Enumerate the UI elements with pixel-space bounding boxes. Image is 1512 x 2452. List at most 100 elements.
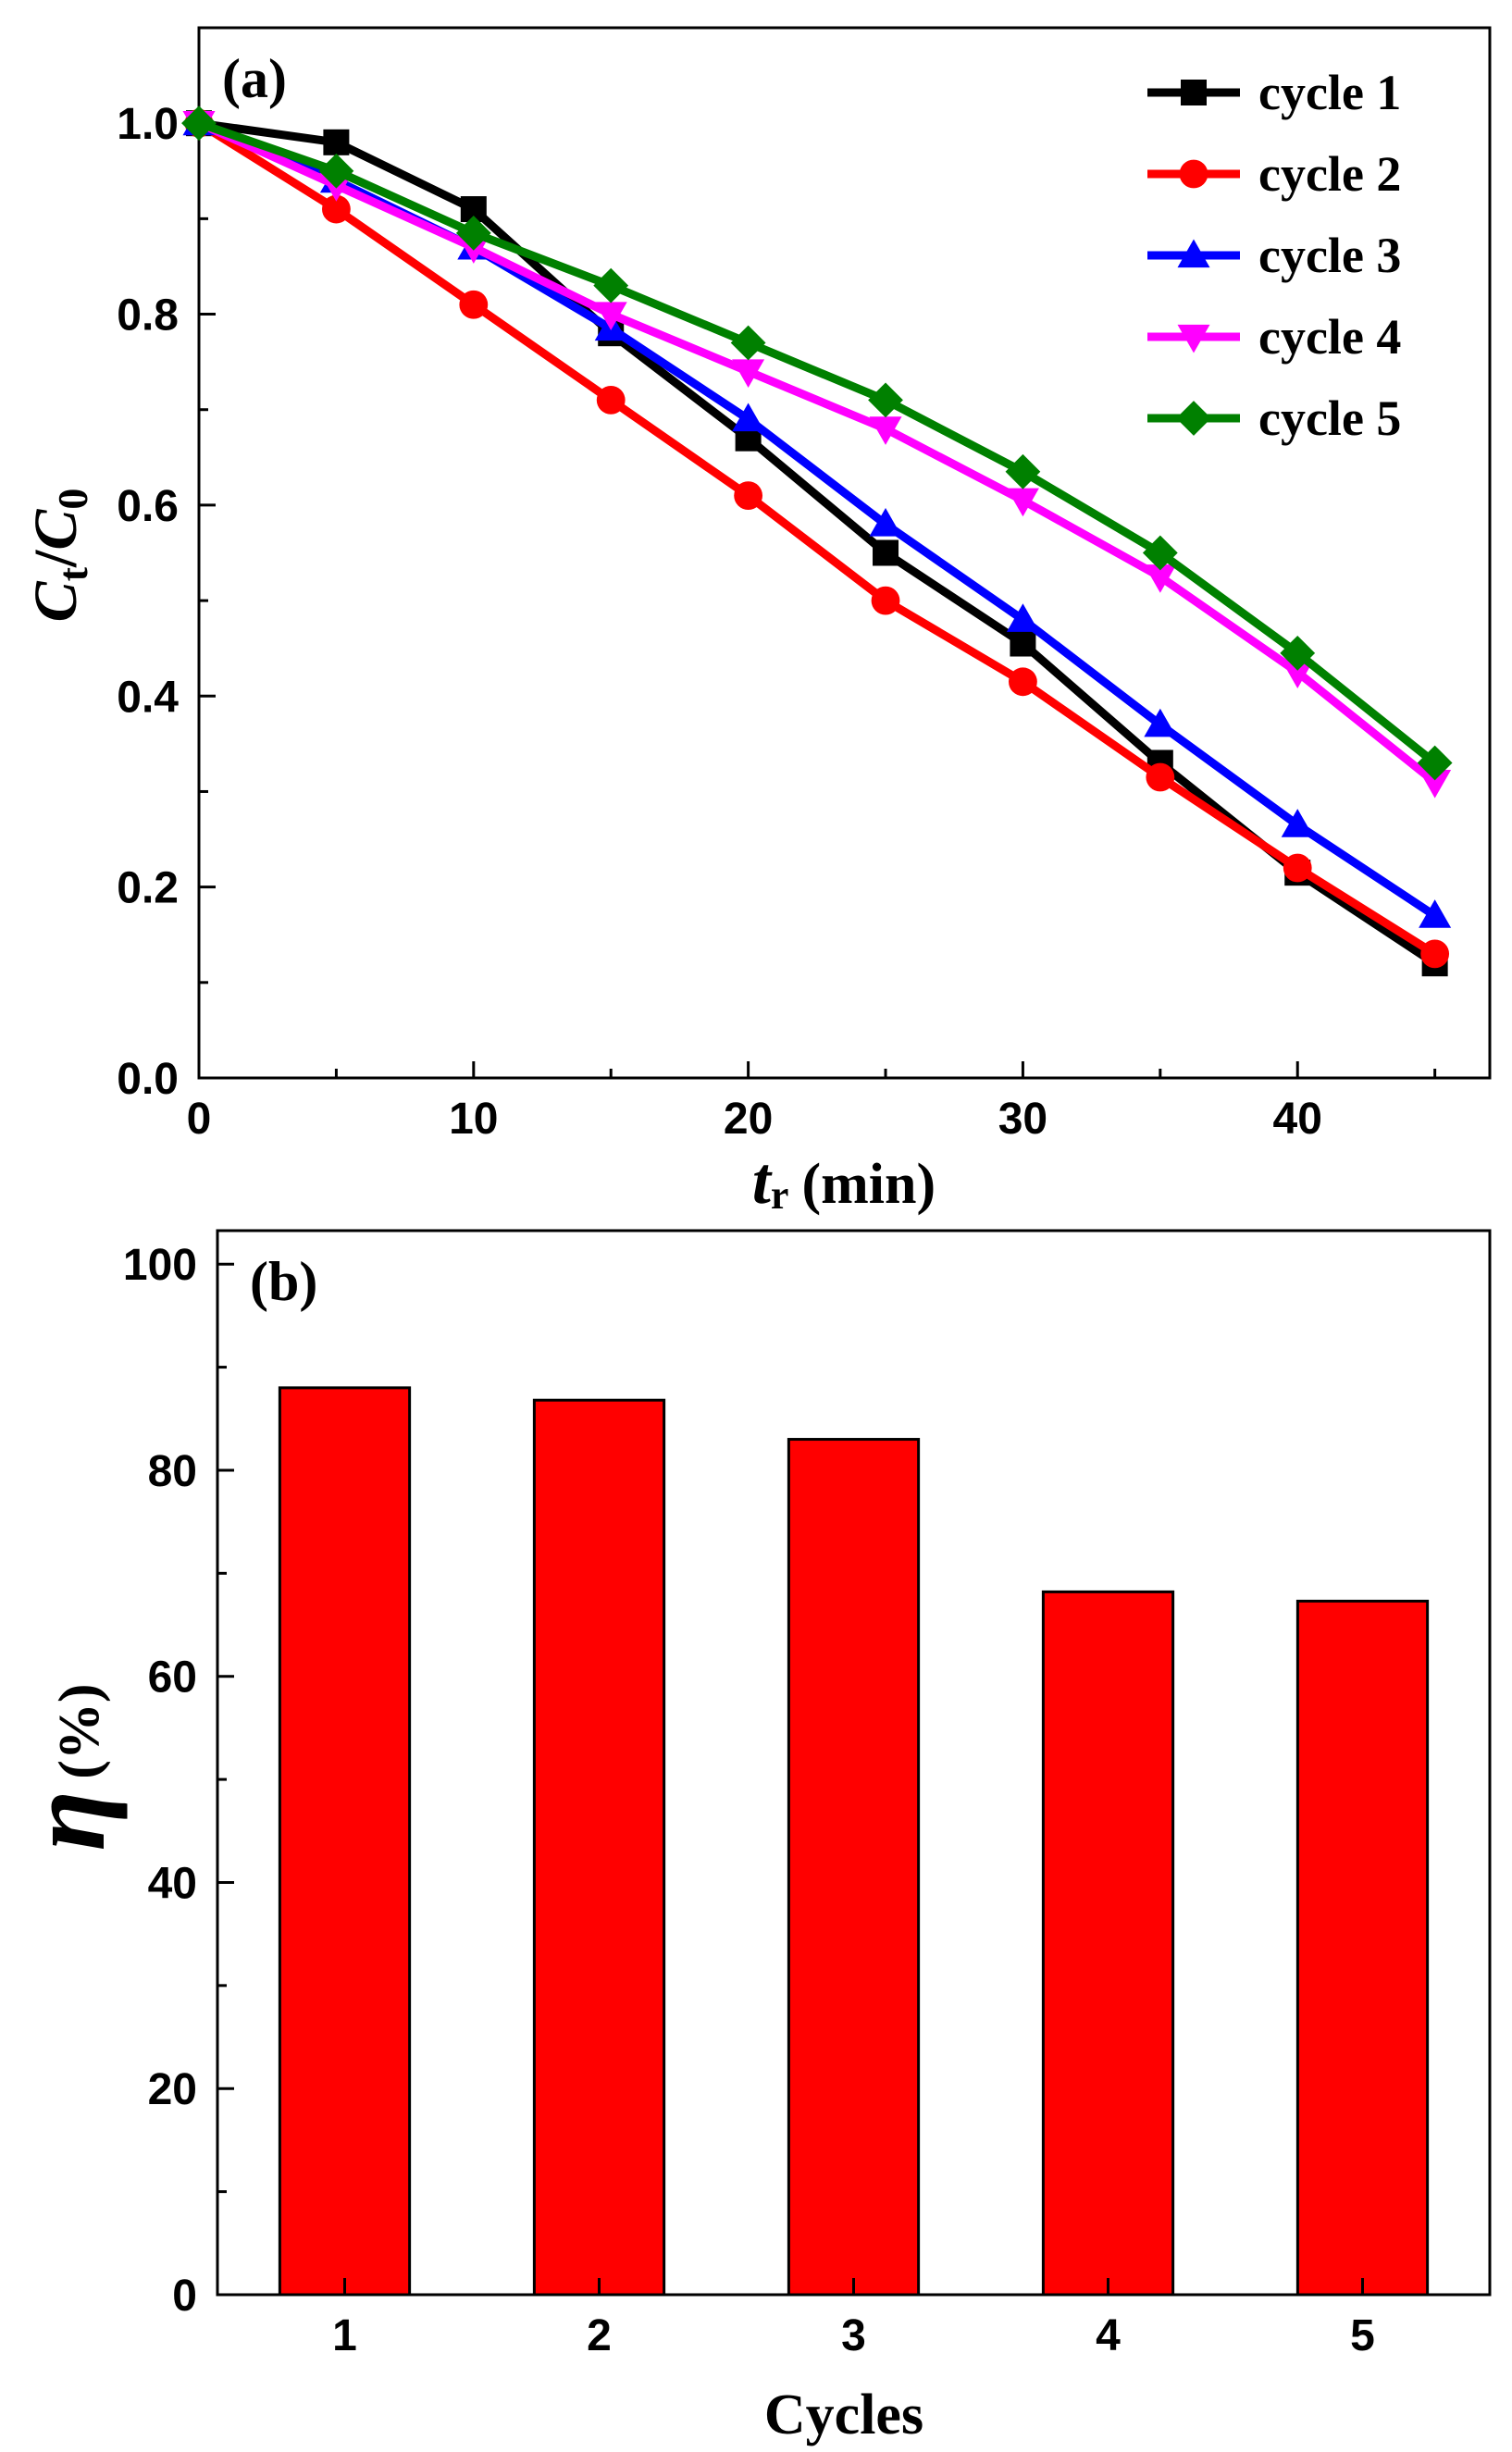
legend-marker (1176, 401, 1211, 436)
panel-b-y-tick-label: 100 (123, 1241, 197, 1290)
data-point (1010, 630, 1036, 657)
data-point (318, 153, 354, 189)
series-line (196, 119, 1438, 958)
panel-a-y-tick-label: 0.0 (117, 1055, 179, 1104)
data-point (322, 194, 351, 224)
panel-a-line-chart: 0 10 20 30 400.00.20.40.60.81.0 cycle 1cycle… (22, 26, 1492, 1218)
panel-b-y-tick-label: 20 (148, 2065, 197, 2114)
panel-b-y-tick-label: 0 (172, 2272, 197, 2321)
panel-a-y-axis-denom: C (22, 509, 90, 551)
data-point (1280, 635, 1316, 671)
data-point (732, 402, 765, 432)
panel-b-y-axis-symbol: η (5, 1790, 128, 1851)
data-point (455, 215, 491, 251)
legend-label: cycle 4 (1258, 309, 1401, 365)
panel-a-x-tick-label: 10 (449, 1095, 498, 1144)
data-point (869, 508, 902, 537)
legend-item: cycle 1 (1147, 65, 1401, 120)
panel-b-y-tick-label: 60 (148, 1653, 197, 1703)
data-point (868, 382, 903, 418)
panel-b-y-tick-label: 40 (148, 1859, 197, 1908)
panel-a-y-tick-label: 0.8 (117, 291, 179, 341)
panel-b-ticks: 1 2 3 4 5 0 20 40 60 80 100 (123, 1241, 1375, 2360)
data-point (1417, 745, 1453, 781)
legend-marker (1179, 159, 1208, 189)
panel-b-x-tick-label: 5 (1350, 2311, 1375, 2360)
panel-a-x-tick-label: 0 (187, 1095, 212, 1144)
series-cycle-5 (181, 105, 1453, 781)
panel-a-series (181, 105, 1453, 977)
data-point (181, 105, 217, 142)
panel-a-x-axis-title: tr (min) (752, 1144, 936, 1218)
data-point (1006, 603, 1039, 632)
panel-a-y-axis-title: Ct/C0 (22, 489, 96, 623)
panel-b-bar-chart: 1 2 3 4 5 0 20 40 60 80 100 (b) Cycles η (%) (5, 1229, 1492, 2446)
panel-a-y-axis-slash: / (22, 549, 90, 568)
legend-label: cycle 5 (1258, 390, 1401, 446)
panel-a-y-tick-label: 0.6 (117, 482, 179, 531)
panel-a-x-axis-sub: r (771, 1172, 789, 1218)
data-point (732, 359, 765, 388)
data-point (323, 129, 350, 155)
legend-marker (1181, 80, 1207, 105)
data-point (1006, 488, 1039, 517)
data-point (1005, 453, 1041, 489)
panel-b-bars (278, 1386, 1430, 2297)
panel-b-x-tick-label: 4 (1096, 2311, 1121, 2360)
legend-marker (1177, 324, 1210, 353)
legend-item: cycle 5 (1147, 390, 1401, 446)
series-line (197, 119, 1438, 786)
panel-b-x-tick-label: 2 (587, 2311, 612, 2360)
panel-a-x-tick-label: 30 (998, 1095, 1047, 1144)
legend-item: cycle 4 (1147, 309, 1401, 365)
panel-a-y-axis-denom-sub: 0 (49, 489, 96, 510)
bar-cycle-3 (787, 1438, 921, 2297)
legend-marker (1177, 239, 1210, 268)
data-point (594, 302, 627, 331)
panel-b-x-tick-label: 3 (841, 2311, 866, 2360)
panel-a-y-axis-numer-sub: t (49, 566, 96, 581)
series-line (197, 118, 1438, 767)
legend-label: cycle 2 (1258, 146, 1401, 202)
data-point (1283, 853, 1312, 883)
data-point (873, 539, 899, 566)
panel-a-y-tick-label: 0.2 (117, 864, 179, 913)
panel-b-x-tick-label: 1 (332, 2311, 357, 2360)
panel-b-y-axis-title: η (%) (5, 1683, 128, 1851)
data-point (459, 290, 489, 319)
data-point (1144, 564, 1177, 593)
bar-cycle-1 (278, 1386, 412, 2297)
legend-label: cycle 1 (1258, 65, 1401, 120)
panel-a-label: (a) (222, 48, 287, 109)
data-point (1281, 809, 1314, 837)
data-point (734, 481, 763, 510)
data-point (1144, 708, 1177, 737)
panel-b-y-tick-label: 80 (148, 1447, 197, 1496)
panel-a-ticks: 0 10 20 30 40 0.0 0.2 0.4 0.6 0.8 1.0 (117, 26, 1437, 1144)
data-point (593, 267, 629, 303)
data-point (1009, 667, 1037, 697)
series-cycle-2 (184, 108, 1450, 969)
panel-a-x-tick-label: 20 (724, 1095, 773, 1144)
legend-item: cycle 2 (1147, 146, 1401, 202)
legend-item: cycle 3 (1147, 228, 1401, 283)
panel-b-y-axis-unit: (%) (48, 1683, 111, 1778)
panel-a-x-axis-main: t (752, 1144, 773, 1218)
data-point (1420, 939, 1450, 969)
panel-a-y-axis-numer: C (22, 580, 90, 622)
data-point (869, 416, 902, 445)
data-point (1142, 535, 1178, 571)
panel-a-y-tick-label: 0.4 (117, 673, 179, 722)
bar-cycle-4 (1041, 1590, 1175, 2297)
data-point (1419, 770, 1452, 799)
data-point (1419, 899, 1452, 928)
bar-cycle-2 (532, 1398, 666, 2297)
panel-a-y-tick-label: 1.0 (117, 100, 179, 149)
panel-a-x-tick-label: 40 (1273, 1095, 1322, 1144)
data-point (871, 586, 900, 615)
panel-a-legend: cycle 1 cycle 2 cycle 3 cycle 4 cycle 5 (1147, 65, 1401, 446)
bar-cycle-5 (1295, 1599, 1430, 2297)
panel-a-x-axis-unit: (min) (801, 1153, 936, 1216)
panel-a-plot-frame (197, 26, 1492, 1080)
